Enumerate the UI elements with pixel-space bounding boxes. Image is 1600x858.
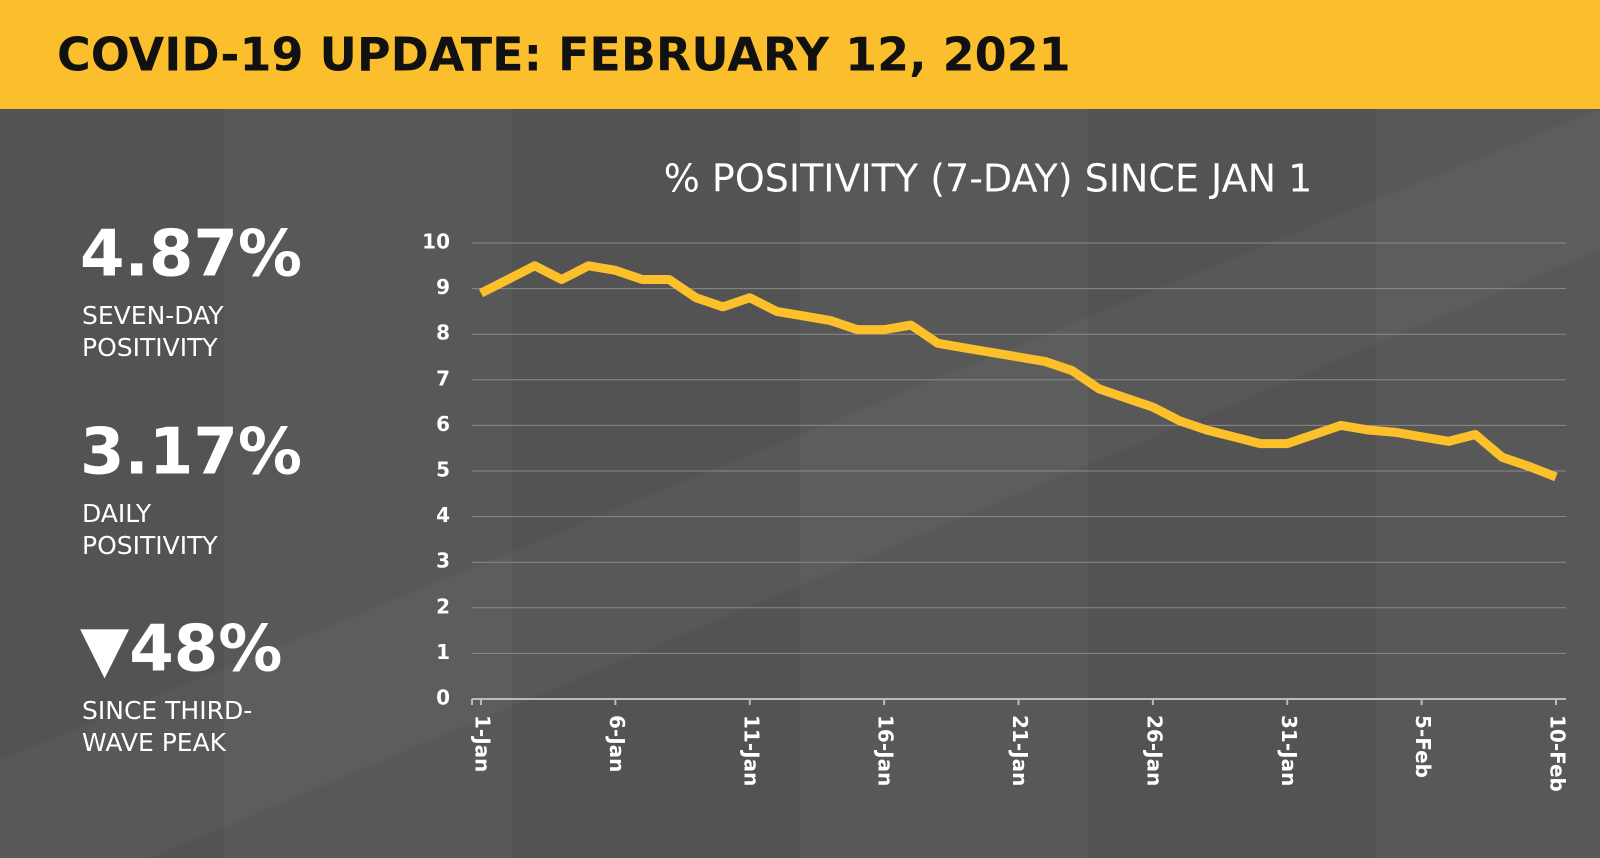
y-tick-label: 6 bbox=[436, 412, 450, 436]
stat-value: ▼48% bbox=[80, 613, 282, 687]
background-stripe bbox=[224, 109, 512, 858]
stat-label: POSITIVITY bbox=[82, 531, 218, 560]
stat-value: 3.17% bbox=[80, 416, 302, 490]
y-tick-label: 10 bbox=[422, 230, 450, 254]
header-title: COVID-19 UPDATE: FEBRUARY 12, 2021 bbox=[57, 28, 1071, 82]
x-tick-label: 11-Jan bbox=[739, 715, 763, 786]
stat-label: WAVE PEAK bbox=[82, 728, 227, 757]
y-tick-label: 8 bbox=[436, 321, 450, 345]
chart-title: % POSITIVITY (7-DAY) SINCE JAN 1 bbox=[664, 157, 1313, 201]
data-line bbox=[478, 261, 1558, 482]
x-tick-label: 16-Jan bbox=[874, 715, 898, 786]
stat-value: 4.87% bbox=[80, 218, 302, 292]
stat-label: POSITIVITY bbox=[82, 333, 218, 362]
x-tick-label: 1-Jan bbox=[471, 715, 495, 772]
header-band bbox=[0, 0, 1600, 109]
x-tick-label: 31-Jan bbox=[1277, 715, 1301, 786]
y-tick-label: 3 bbox=[436, 549, 450, 573]
y-tick-label: 7 bbox=[436, 366, 450, 390]
background-stripe bbox=[800, 109, 1088, 858]
x-tick-label: 6-Jan bbox=[605, 715, 629, 772]
stat-label: SEVEN-DAY bbox=[82, 301, 224, 330]
x-tick-label: 10-Feb bbox=[1546, 715, 1570, 792]
x-tick-label: 26-Jan bbox=[1142, 715, 1166, 786]
y-tick-label: 0 bbox=[436, 686, 450, 710]
y-tick-label: 1 bbox=[436, 640, 450, 664]
stat-label: DAILY bbox=[82, 499, 152, 528]
y-tick-label: 5 bbox=[436, 458, 450, 482]
y-tick-label: 2 bbox=[436, 594, 450, 618]
y-tick-label: 4 bbox=[436, 503, 450, 527]
y-tick-label: 9 bbox=[436, 275, 450, 299]
x-tick-label: 21-Jan bbox=[1008, 715, 1032, 786]
x-tick-label: 5-Feb bbox=[1411, 715, 1435, 778]
stat-label: SINCE THIRD- bbox=[82, 696, 252, 725]
background-stripe bbox=[1376, 109, 1600, 858]
